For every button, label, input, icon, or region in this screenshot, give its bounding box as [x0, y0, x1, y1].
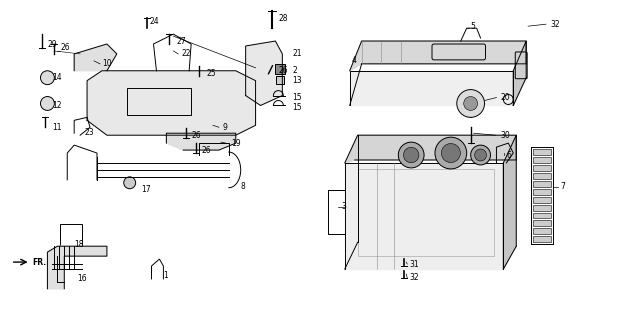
Text: 15: 15: [292, 93, 302, 102]
Bar: [533, 173, 551, 179]
Polygon shape: [87, 71, 255, 135]
Bar: [60, 224, 82, 246]
Text: 26: 26: [201, 146, 211, 155]
Polygon shape: [47, 246, 107, 289]
Text: 4: 4: [352, 56, 356, 65]
Text: 13: 13: [292, 76, 302, 85]
Polygon shape: [345, 135, 516, 163]
Text: 16: 16: [77, 274, 87, 284]
Text: 23: 23: [84, 128, 93, 137]
Polygon shape: [74, 44, 117, 71]
Text: 19: 19: [231, 139, 241, 148]
Circle shape: [470, 145, 490, 165]
Text: 24: 24: [150, 17, 159, 26]
Bar: [275, 64, 285, 74]
Text: 1: 1: [163, 272, 168, 280]
Bar: [533, 181, 551, 187]
Bar: [127, 88, 191, 115]
Text: 9: 9: [223, 123, 228, 132]
Circle shape: [40, 96, 54, 111]
Text: 2: 2: [292, 66, 297, 75]
Text: 6: 6: [506, 151, 511, 159]
Text: 25: 25: [206, 69, 216, 78]
Circle shape: [40, 71, 54, 85]
Text: 14: 14: [52, 73, 62, 82]
Bar: [533, 157, 551, 163]
Bar: [533, 197, 551, 203]
Text: 26: 26: [191, 131, 201, 140]
Circle shape: [124, 177, 136, 189]
Text: 12: 12: [52, 101, 62, 110]
Bar: [533, 236, 551, 242]
Bar: [533, 149, 551, 155]
Polygon shape: [513, 41, 526, 106]
Polygon shape: [246, 41, 282, 106]
Text: 3: 3: [342, 202, 347, 211]
Polygon shape: [504, 135, 516, 269]
Polygon shape: [345, 163, 504, 269]
Circle shape: [403, 147, 419, 163]
Text: 31: 31: [409, 260, 419, 269]
Text: 29: 29: [47, 39, 57, 49]
Circle shape: [475, 149, 486, 161]
Bar: [533, 228, 551, 234]
Text: 32: 32: [409, 273, 419, 283]
Bar: [533, 213, 551, 219]
Bar: [533, 220, 551, 226]
Circle shape: [398, 142, 424, 168]
Circle shape: [442, 144, 460, 163]
Bar: [358, 169, 495, 256]
Text: 8: 8: [241, 182, 246, 191]
Text: 20: 20: [500, 93, 510, 102]
Bar: [533, 189, 551, 195]
Text: 11: 11: [52, 123, 62, 132]
Circle shape: [457, 89, 484, 117]
Text: 18: 18: [74, 240, 84, 249]
Text: 22: 22: [181, 49, 191, 58]
Text: 15: 15: [292, 103, 302, 112]
Text: 5: 5: [470, 22, 476, 31]
Text: 27: 27: [176, 37, 186, 46]
Text: 26: 26: [278, 66, 288, 75]
Text: 7: 7: [560, 182, 564, 191]
Text: FR.: FR.: [33, 258, 47, 266]
Polygon shape: [166, 133, 236, 150]
Text: 30: 30: [500, 131, 510, 140]
Text: 32: 32: [550, 20, 559, 29]
Text: 21: 21: [292, 49, 301, 58]
Text: 17: 17: [141, 185, 151, 194]
Circle shape: [464, 96, 477, 111]
Circle shape: [435, 137, 467, 169]
Bar: [533, 204, 551, 210]
Polygon shape: [349, 41, 526, 71]
Text: 28: 28: [278, 14, 288, 23]
Text: 10: 10: [102, 59, 111, 68]
Text: 26: 26: [60, 43, 70, 53]
Polygon shape: [349, 71, 513, 106]
Bar: [276, 76, 284, 84]
FancyBboxPatch shape: [515, 52, 527, 79]
Bar: [533, 165, 551, 171]
